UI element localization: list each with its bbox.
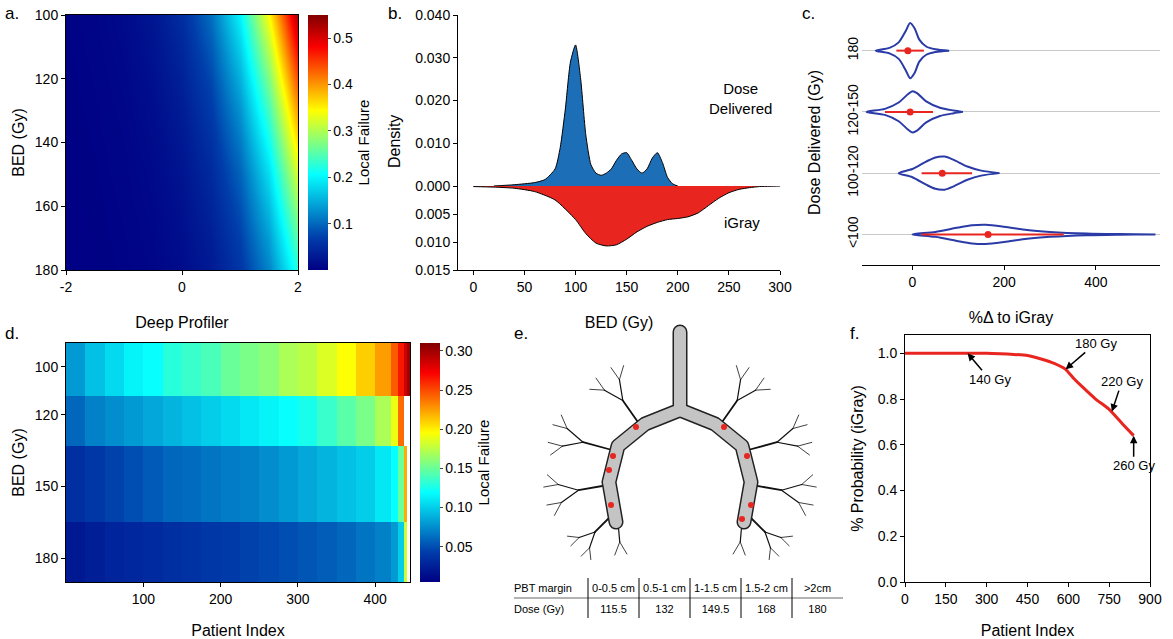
svg-text:0-0.5 cm: 0-0.5 cm: [592, 582, 635, 594]
svg-text:0.5-1 cm: 0.5-1 cm: [643, 582, 686, 594]
svg-text:300: 300: [286, 591, 310, 607]
svg-text:400: 400: [364, 591, 388, 607]
svg-text:100: 100: [132, 591, 156, 607]
svg-text:c.: c.: [802, 4, 815, 23]
svg-text:0.2: 0.2: [333, 169, 353, 185]
svg-text:132: 132: [655, 603, 673, 615]
svg-text:100-120: 100-120: [845, 145, 861, 197]
svg-text:100: 100: [35, 359, 59, 375]
svg-text:d.: d.: [5, 324, 19, 343]
svg-text:e.: e.: [514, 324, 528, 343]
svg-text:% Probability (iGray): % Probability (iGray): [849, 385, 866, 532]
svg-text:0.5: 0.5: [333, 30, 353, 46]
svg-text:0.6: 0.6: [878, 437, 898, 453]
svg-text:Local Failure: Local Failure: [355, 100, 372, 186]
svg-text:0.040: 0.040: [415, 7, 450, 23]
svg-text:400: 400: [1084, 274, 1108, 290]
svg-text:BED (Gy): BED (Gy): [10, 108, 27, 176]
svg-text:-2: -2: [60, 279, 73, 295]
svg-text:0: 0: [909, 274, 917, 290]
svg-text:<100: <100: [845, 216, 861, 248]
svg-text:Dose Delivered (Gy): Dose Delivered (Gy): [806, 70, 823, 215]
svg-text:0.005: 0.005: [415, 206, 450, 222]
svg-text:120-150: 120-150: [845, 84, 861, 136]
svg-text:149.5: 149.5: [702, 603, 730, 615]
svg-text:Local Failure: Local Failure: [475, 420, 492, 506]
svg-text:180: 180: [35, 262, 59, 278]
svg-text:150: 150: [615, 279, 639, 295]
svg-text:100: 100: [35, 7, 59, 23]
svg-text:200: 200: [209, 591, 233, 607]
svg-text:300: 300: [975, 591, 999, 607]
svg-text:115.5: 115.5: [600, 603, 627, 615]
svg-text:220 Gy: 220 Gy: [1101, 374, 1143, 389]
svg-text:0.000: 0.000: [415, 178, 450, 194]
svg-text:150: 150: [35, 478, 59, 494]
svg-text:200: 200: [992, 274, 1016, 290]
svg-text:0: 0: [469, 279, 477, 295]
svg-text:900: 900: [1138, 591, 1162, 607]
svg-text:a.: a.: [5, 4, 19, 23]
svg-text:180: 180: [808, 603, 826, 615]
svg-text:120: 120: [35, 407, 59, 423]
svg-text:>2cm: >2cm: [804, 582, 831, 594]
svg-text:iGray: iGray: [724, 214, 760, 231]
svg-text:0: 0: [178, 279, 186, 295]
svg-text:0.4: 0.4: [878, 482, 898, 498]
svg-text:Deep Profiler: Deep Profiler: [135, 314, 229, 331]
svg-text:250: 250: [717, 279, 741, 295]
svg-text:f.: f.: [850, 324, 859, 343]
svg-text:450: 450: [1016, 591, 1040, 607]
svg-text:0.010: 0.010: [415, 135, 450, 151]
svg-text:180: 180: [845, 37, 861, 61]
svg-text:Patient Index: Patient Index: [981, 622, 1074, 639]
svg-text:1.5-2 cm: 1.5-2 cm: [745, 582, 788, 594]
svg-text:0: 0: [901, 591, 909, 607]
svg-text:750: 750: [1097, 591, 1121, 607]
svg-text:0.010: 0.010: [415, 234, 450, 250]
svg-text:PBT margin: PBT margin: [514, 582, 572, 594]
svg-text:0.1: 0.1: [333, 216, 353, 232]
svg-text:0.10: 0.10: [445, 499, 472, 515]
svg-text:300: 300: [768, 279, 792, 295]
svg-text:0.4: 0.4: [333, 76, 353, 92]
svg-text:b.: b.: [388, 4, 402, 23]
svg-text:150: 150: [934, 591, 958, 607]
svg-text:0.15: 0.15: [445, 460, 472, 476]
svg-text:0.030: 0.030: [415, 50, 450, 66]
svg-text:0.015: 0.015: [415, 262, 450, 278]
svg-text:168: 168: [757, 603, 775, 615]
svg-text:140 Gy: 140 Gy: [969, 372, 1011, 387]
svg-text:%Δ to iGray: %Δ to iGray: [969, 309, 1054, 326]
svg-text:260 Gy: 260 Gy: [1113, 458, 1155, 473]
svg-text:0.020: 0.020: [415, 92, 450, 108]
svg-text:200: 200: [666, 279, 690, 295]
svg-text:0.0: 0.0: [878, 574, 898, 590]
svg-text:Patient Index: Patient Index: [191, 622, 284, 639]
svg-text:120: 120: [35, 71, 59, 87]
svg-text:100: 100: [564, 279, 588, 295]
svg-text:BED (Gy): BED (Gy): [10, 428, 27, 496]
svg-text:1-1.5 cm: 1-1.5 cm: [694, 582, 737, 594]
svg-text:140: 140: [35, 134, 59, 150]
svg-text:Density: Density: [386, 115, 403, 168]
svg-text:1.0: 1.0: [878, 345, 898, 361]
svg-text:BED (Gy): BED (Gy): [585, 314, 653, 331]
svg-text:600: 600: [1057, 591, 1081, 607]
svg-text:180: 180: [35, 550, 59, 566]
svg-text:Dose (Gy): Dose (Gy): [514, 603, 564, 615]
svg-text:0.3: 0.3: [333, 123, 353, 139]
svg-text:0.05: 0.05: [445, 539, 472, 555]
svg-text:180 Gy: 180 Gy: [1075, 336, 1117, 351]
svg-text:0.20: 0.20: [445, 421, 472, 437]
svg-text:0.2: 0.2: [878, 528, 898, 544]
svg-text:0.25: 0.25: [445, 382, 472, 398]
svg-text:0.8: 0.8: [878, 391, 898, 407]
svg-text:0.30: 0.30: [445, 343, 472, 359]
svg-text:2: 2: [294, 279, 302, 295]
svg-text:160: 160: [35, 198, 59, 214]
svg-text:50: 50: [517, 279, 533, 295]
svg-text:DoseDelivered: DoseDelivered: [709, 80, 772, 117]
